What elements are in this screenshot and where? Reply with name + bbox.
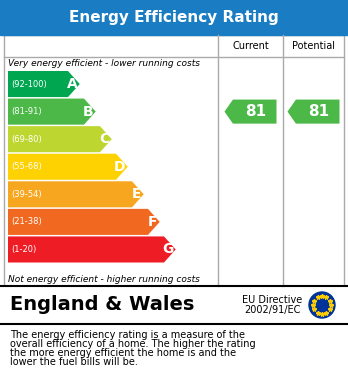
Text: overall efficiency of a home. The higher the rating: overall efficiency of a home. The higher…: [10, 339, 256, 349]
Polygon shape: [8, 181, 144, 207]
Text: 81: 81: [308, 104, 329, 119]
Polygon shape: [224, 100, 277, 124]
Polygon shape: [8, 237, 176, 262]
Text: G: G: [163, 242, 174, 256]
Text: (92-100): (92-100): [11, 79, 47, 88]
Polygon shape: [8, 126, 112, 152]
Text: (21-38): (21-38): [11, 217, 42, 226]
Text: E: E: [132, 187, 142, 201]
Polygon shape: [8, 71, 80, 97]
Text: (39-54): (39-54): [11, 190, 42, 199]
Text: Very energy efficient - lower running costs: Very energy efficient - lower running co…: [8, 59, 200, 68]
Text: Energy Efficiency Rating: Energy Efficiency Rating: [69, 10, 279, 25]
Text: (55-68): (55-68): [11, 162, 42, 171]
Text: D: D: [114, 160, 126, 174]
Text: 2002/91/EC: 2002/91/EC: [244, 305, 300, 315]
Text: lower the fuel bills will be.: lower the fuel bills will be.: [10, 357, 138, 367]
Polygon shape: [8, 154, 128, 180]
Polygon shape: [8, 99, 96, 125]
Circle shape: [309, 292, 335, 318]
Text: (69-80): (69-80): [11, 135, 42, 143]
Text: C: C: [100, 132, 110, 146]
Text: The energy efficiency rating is a measure of the: The energy efficiency rating is a measur…: [10, 330, 245, 340]
Text: (1-20): (1-20): [11, 245, 36, 254]
Polygon shape: [8, 209, 160, 235]
Text: A: A: [67, 77, 78, 91]
Polygon shape: [287, 100, 340, 124]
Bar: [4, 35, 344, 286]
Text: Potential: Potential: [292, 41, 335, 51]
Text: England & Wales: England & Wales: [10, 296, 195, 314]
Text: (81-91): (81-91): [11, 107, 42, 116]
Text: the more energy efficient the home is and the: the more energy efficient the home is an…: [10, 348, 236, 358]
Bar: [0, 0, 348, 35]
Text: F: F: [148, 215, 158, 229]
Text: B: B: [83, 105, 94, 118]
Text: EU Directive: EU Directive: [242, 295, 302, 305]
Text: Current: Current: [232, 41, 269, 51]
Bar: [0, 286, 348, 324]
Text: 81: 81: [245, 104, 266, 119]
Text: Not energy efficient - higher running costs: Not energy efficient - higher running co…: [8, 274, 200, 283]
